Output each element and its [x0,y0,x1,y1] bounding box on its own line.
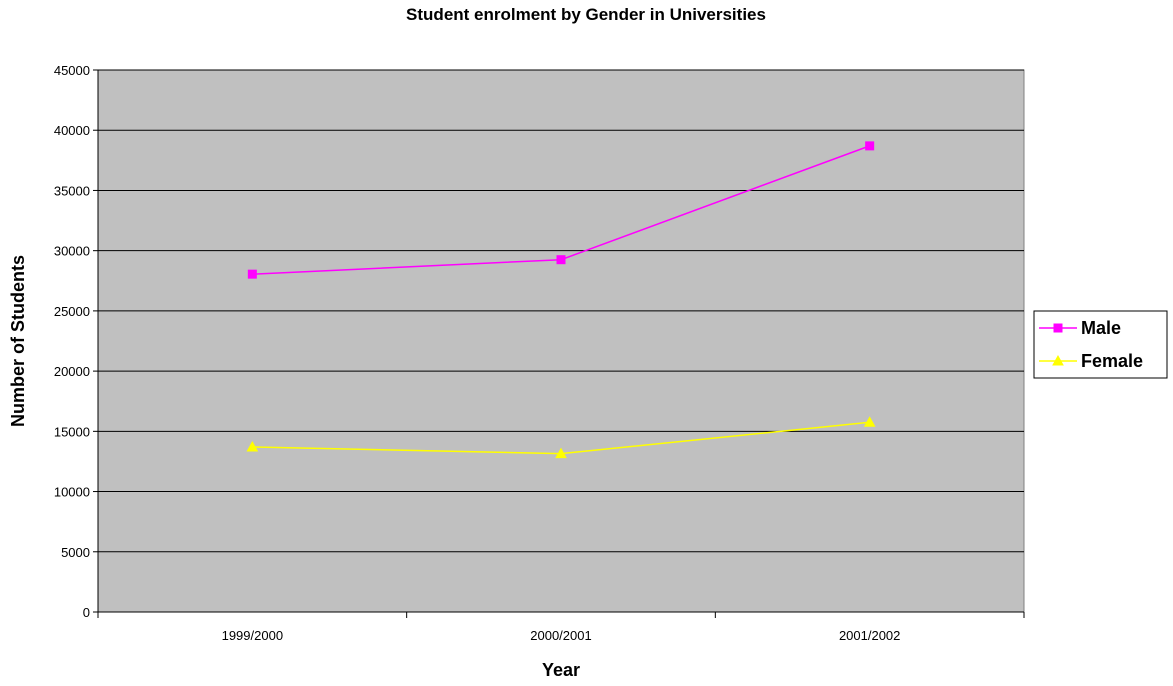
x-tick-label: 2000/2001 [530,628,591,643]
y-tick-label: 0 [83,605,90,620]
y-tick-label: 10000 [54,485,90,500]
series-layer [246,141,876,459]
x-tick-label: 2001/2002 [839,628,900,643]
chart-title: Student enrolment by Gender in Universit… [406,5,766,24]
y-tick-label: 30000 [54,244,90,259]
y-tick-label: 15000 [54,424,90,439]
y-tick-label: 20000 [54,364,90,379]
y-axis-title: Number of Students [8,255,28,427]
legend: Male Female [1033,310,1168,379]
female-data-point [863,416,876,427]
y-tick-label: 35000 [54,183,90,198]
plot-area [97,69,1025,613]
y-tick-label: 25000 [54,304,90,319]
legend-item-female: Female [1039,351,1143,371]
legend-box [1033,310,1168,379]
legend-item-male: Male [1039,318,1121,338]
male-data-point [247,269,257,279]
gridlines [98,69,1024,553]
female-data-point [555,447,567,459]
y-tick-label: 5000 [61,545,90,560]
legend-label: Male [1081,318,1121,338]
y-tick-label: 45000 [54,63,90,78]
x-axis-title: Year [542,660,580,680]
legend-marker-swatch [1053,323,1063,333]
female-data-point [246,440,259,452]
legend-label: Female [1081,351,1143,371]
y-tick-label: 40000 [54,123,90,138]
male-data-point [865,141,875,151]
axes: 0 5000 10000 15000 20000 25000 30000 35000 40000… [54,63,1025,643]
male-data-point [556,255,566,265]
legend-marker-swatch [1052,354,1064,366]
series-female [246,416,876,459]
x-tick-label: 1999/2000 [222,628,283,643]
series-male [247,141,875,279]
